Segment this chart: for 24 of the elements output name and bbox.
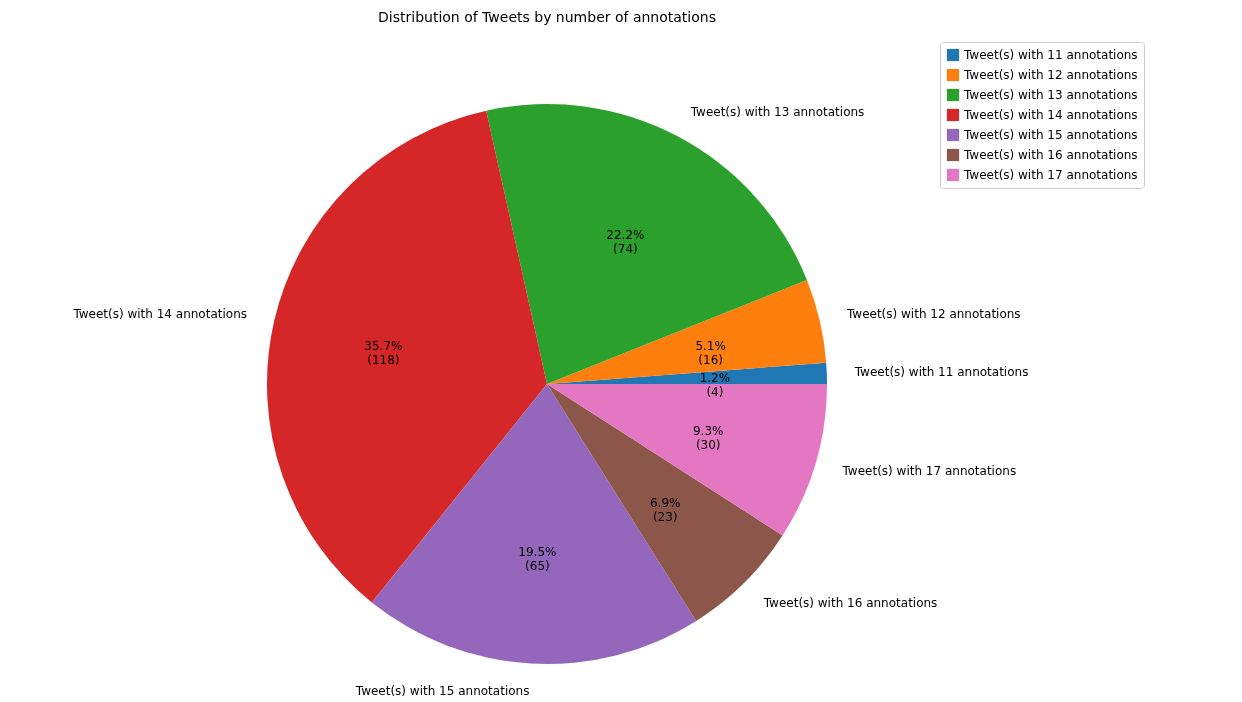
legend-label: Tweet(s) with 16 annotations <box>963 148 1138 162</box>
slice-label: Tweet(s) with 11 annotations <box>853 365 1029 380</box>
pie-slice <box>547 279 827 384</box>
slice-label: Tweet(s) with 17 annotations <box>841 463 1017 478</box>
pie-slice <box>547 384 827 536</box>
data-label: 5.1% (16) <box>695 338 726 367</box>
legend-label: Tweet(s) with 14 annotations <box>963 108 1138 122</box>
legend-label: Tweet(s) with 17 annotations <box>963 168 1138 182</box>
legend-label: Tweet(s) with 12 annotations <box>963 68 1138 82</box>
data-label: 22.2% (74) <box>606 228 645 257</box>
slice-label: Tweet(s) with 16 annotations <box>762 595 938 610</box>
legend-label: Tweet(s) with 11 annotations <box>963 48 1138 62</box>
slice-label: Tweet(s) with 14 annotations <box>72 307 247 322</box>
slice-label: Tweet(s) with 15 annotations <box>354 684 530 699</box>
data-label: 6.9% (23) <box>649 496 681 525</box>
slice-label: Tweet(s) with 12 annotations <box>846 307 1021 322</box>
data-label: 19.5% (65) <box>518 544 557 573</box>
data-label: 9.3% (30) <box>692 424 724 453</box>
legend-label: Tweet(s) with 15 annotations <box>963 128 1138 142</box>
legend-label: Tweet(s) with 13 annotations <box>963 88 1138 102</box>
chart-title: Distribution of Tweets by number of annotations <box>378 9 716 25</box>
slice-label: Tweet(s) with 13 annotations <box>689 104 865 119</box>
data-label: 1.2% (4) <box>699 370 731 399</box>
data-label: 35.7% (118) <box>364 338 403 367</box>
